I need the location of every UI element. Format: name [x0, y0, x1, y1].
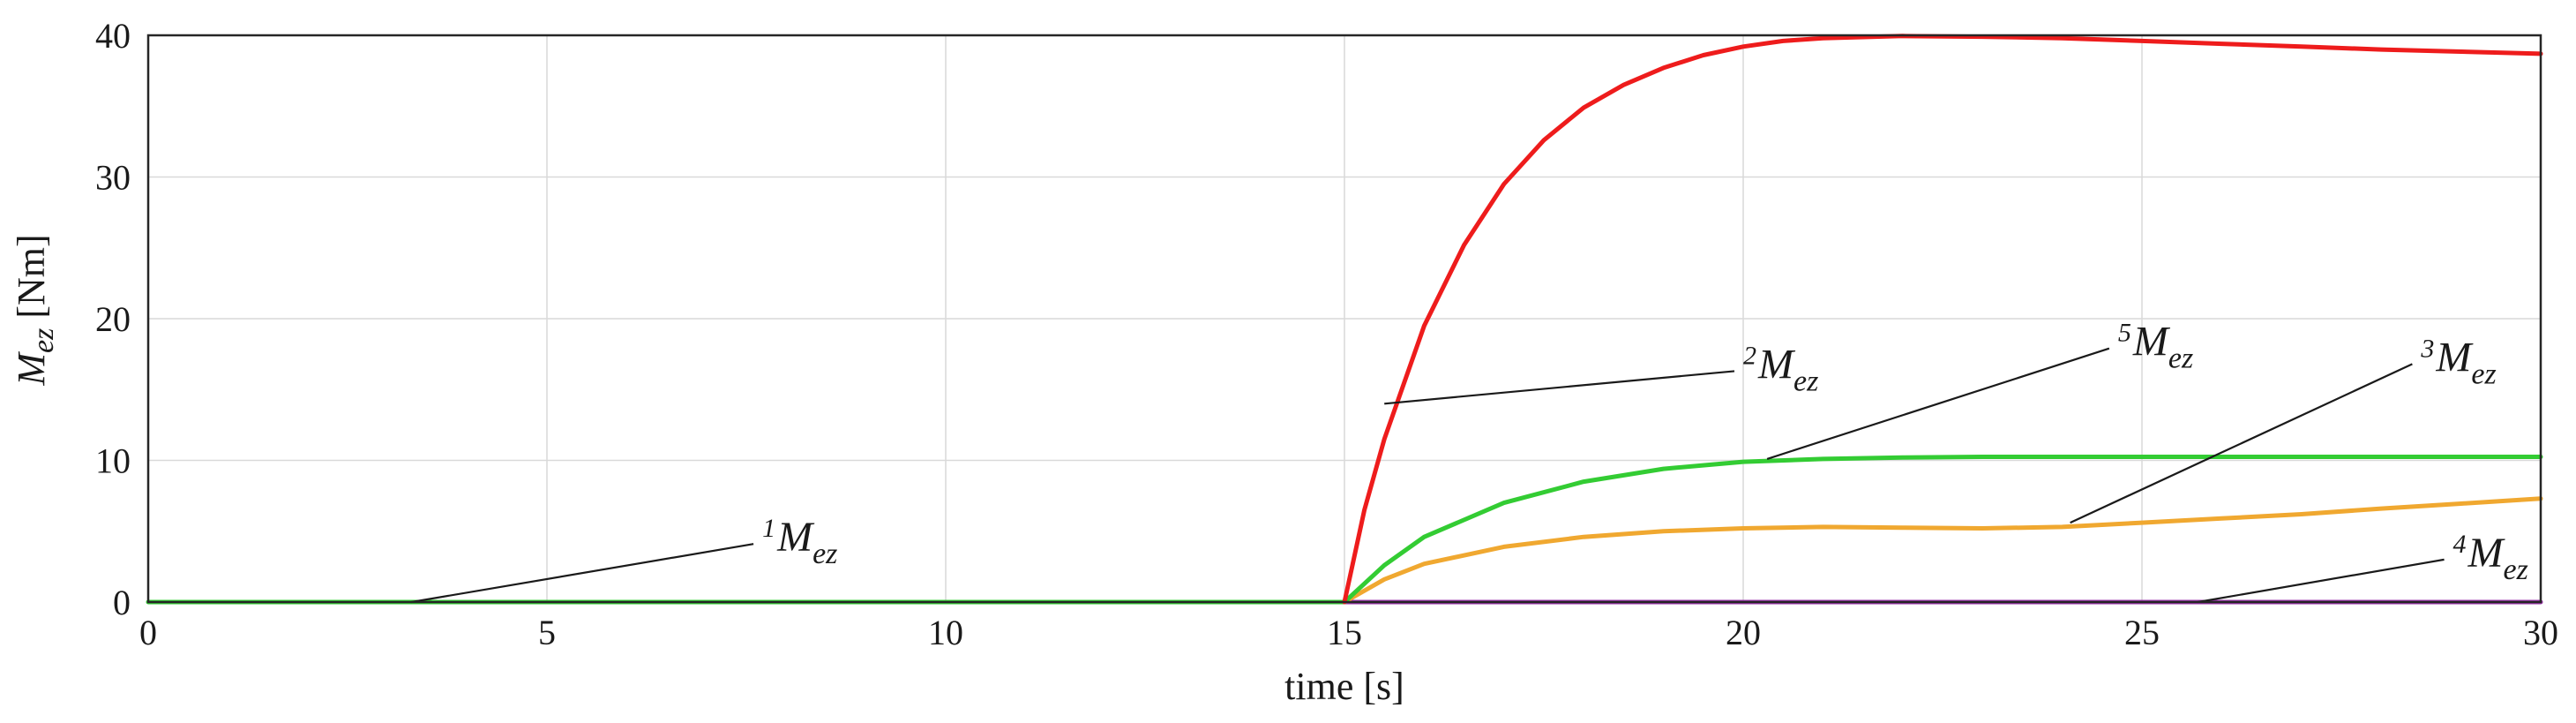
x-tick-label: 30 — [2523, 613, 2558, 652]
annotation-main: M — [1757, 341, 1796, 388]
annotation-main: M — [776, 514, 815, 561]
annotation-label-a5: 5Mez — [2118, 319, 2193, 375]
series-line-s5 — [1342, 455, 2543, 605]
annotation-sub: ez — [2504, 554, 2528, 586]
y-axis-label-main: M — [10, 351, 53, 387]
plot-frame — [146, 34, 2542, 604]
annotation-label-a2: 2Mez — [1743, 341, 1818, 397]
x-tick-label: 20 — [1726, 613, 1761, 652]
annotation-label-a1: 1Mez — [762, 514, 837, 570]
y-axis-label-unit: [Nm] — [10, 234, 53, 328]
annotation-sub: ez — [812, 538, 837, 570]
annotation-main: M — [2132, 319, 2171, 365]
y-tick-labels: 0 10 20 30 40 — [95, 16, 131, 622]
annotation-main: M — [2467, 530, 2506, 576]
y-tick-label: 10 — [95, 441, 131, 481]
annotation-sup: 4 — [2453, 530, 2467, 559]
annotation-sup: 1 — [762, 514, 775, 543]
x-tick-label: 0 — [139, 613, 157, 652]
annotation-label-a3: 3Mez — [2420, 334, 2496, 390]
y-tick-label: 40 — [95, 16, 131, 56]
annotation-sup: 3 — [2420, 334, 2434, 363]
x-tick-label: 15 — [1327, 613, 1362, 652]
annotation-sub: ez — [2471, 358, 2496, 390]
annotation-leader-a5 — [1766, 347, 2110, 460]
annotation-leaders — [411, 347, 2445, 604]
annotation-leader-a2 — [1384, 370, 1735, 405]
y-tick-label: 0 — [113, 583, 131, 622]
annotation-sup: 5 — [2118, 319, 2131, 348]
y-axis-label: Mez [Nm] — [10, 234, 60, 386]
annotation-sub: ez — [2168, 343, 2193, 375]
annotation-label-a4: 4Mez — [2453, 530, 2528, 586]
x-tick-labels: 0 5 10 15 20 25 30 — [139, 613, 2558, 652]
annotation-leader-a1 — [411, 543, 754, 604]
annotation-leader-a4 — [2198, 558, 2445, 604]
annotation-main: M — [2435, 334, 2474, 380]
annotation-sup: 2 — [1743, 341, 1756, 370]
y-tick-label: 30 — [95, 158, 131, 198]
grid-lines — [148, 35, 2541, 602]
y-axis-label-sub: ez — [27, 328, 60, 353]
x-tick-label: 10 — [928, 613, 963, 652]
series-line-s3 — [1342, 496, 2543, 605]
series-line-s2 — [1342, 34, 2543, 605]
annotation-sub: ez — [1793, 365, 1818, 397]
y-tick-label: 20 — [95, 299, 131, 339]
annotation-leader-a3 — [2070, 363, 2413, 524]
x-tick-label: 5 — [538, 613, 556, 652]
x-axis-label: time [s] — [1284, 665, 1404, 708]
x-tick-label: 25 — [2124, 613, 2160, 652]
